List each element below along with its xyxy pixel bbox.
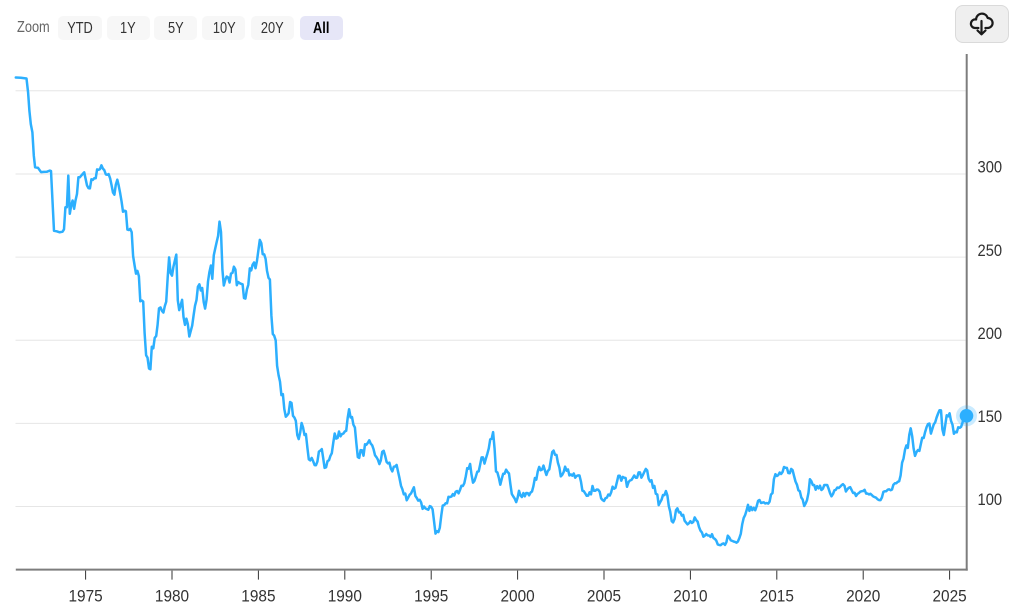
- svg-text:2010: 2010: [673, 587, 707, 605]
- svg-text:300: 300: [978, 159, 1003, 177]
- svg-text:1980: 1980: [155, 587, 189, 605]
- svg-text:2005: 2005: [587, 587, 621, 605]
- svg-text:150: 150: [978, 408, 1003, 426]
- svg-text:2000: 2000: [501, 587, 535, 605]
- svg-text:250: 250: [978, 242, 1003, 260]
- svg-text:100: 100: [978, 491, 1003, 509]
- svg-text:2020: 2020: [846, 587, 880, 605]
- svg-text:1995: 1995: [414, 587, 448, 605]
- svg-text:1975: 1975: [69, 587, 103, 605]
- svg-text:1985: 1985: [241, 587, 275, 605]
- svg-text:2025: 2025: [933, 587, 967, 605]
- svg-text:2015: 2015: [760, 587, 794, 605]
- svg-text:200: 200: [978, 325, 1003, 343]
- svg-text:1990: 1990: [328, 587, 362, 605]
